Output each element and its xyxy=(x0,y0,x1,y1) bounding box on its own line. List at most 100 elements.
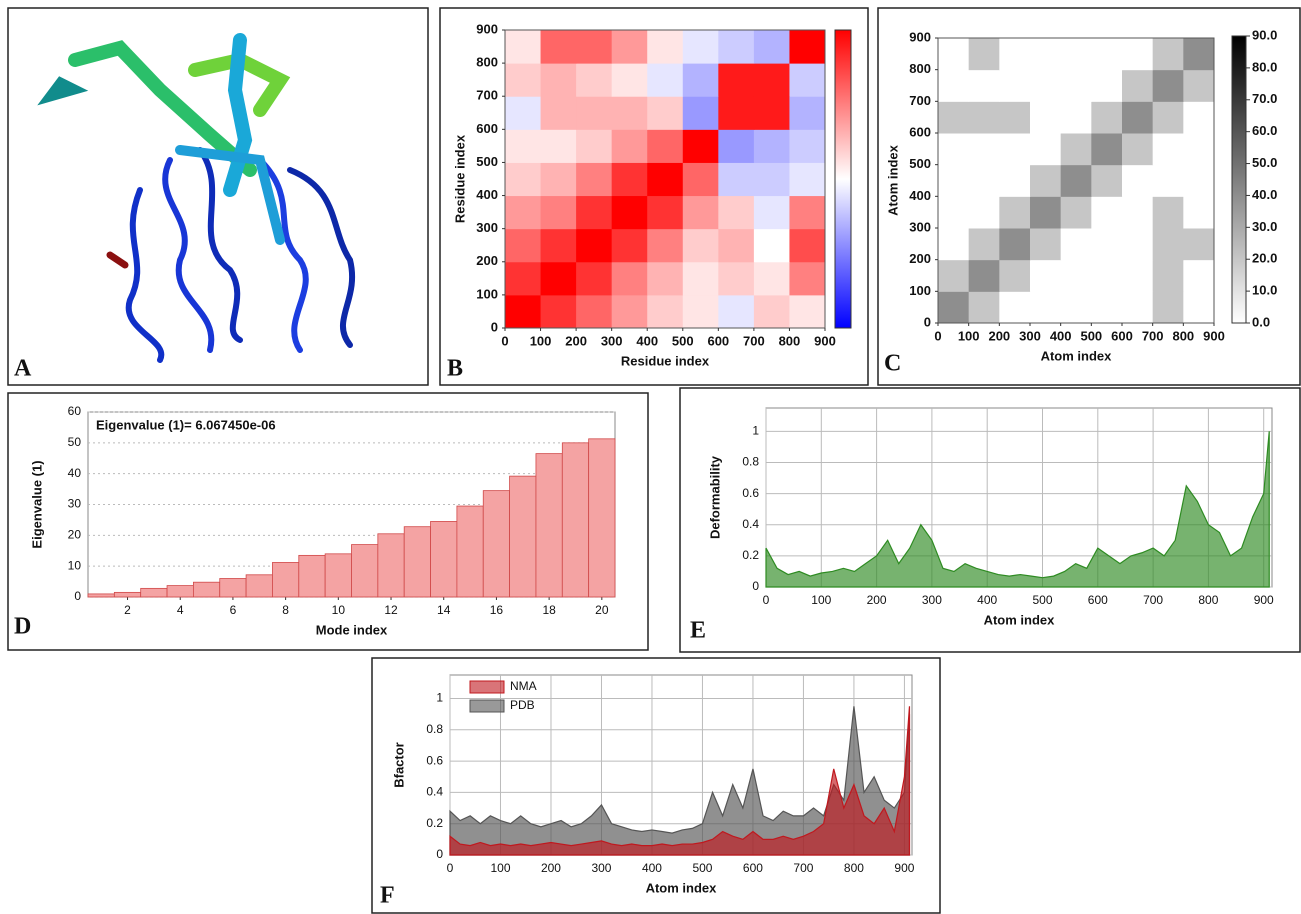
heat-cell xyxy=(576,294,613,329)
panel-label: F xyxy=(380,883,395,909)
heat-cell xyxy=(647,261,684,296)
y-tick-label: 0.6 xyxy=(426,753,443,767)
heat-cell xyxy=(718,195,755,230)
heat-cell xyxy=(938,259,970,292)
x-tick-label: 100 xyxy=(958,328,980,343)
heat-cell xyxy=(1060,101,1092,134)
heat-cell xyxy=(789,96,826,130)
heat-cell xyxy=(505,162,542,197)
y-tick-label: 50 xyxy=(68,435,82,449)
heat-cell xyxy=(1030,133,1062,166)
heat-cell xyxy=(576,96,613,130)
x-tick-label: 300 xyxy=(601,333,623,348)
heat-cell xyxy=(938,133,970,166)
area xyxy=(765,431,1270,588)
y-axis-label: Residue index xyxy=(452,134,467,223)
bar xyxy=(87,593,115,598)
y-tick-label: 60 xyxy=(68,404,82,418)
heat-cell xyxy=(753,162,790,197)
heat-cell xyxy=(576,261,613,296)
panel-frame xyxy=(877,7,1301,386)
colorbar-tick-label: 70.0 xyxy=(1252,91,1277,106)
heat-cell xyxy=(1152,228,1184,261)
y-axis-label: Atom index xyxy=(885,144,900,216)
heat-cell xyxy=(576,228,613,263)
x-tick-label: 300 xyxy=(591,861,611,875)
heat-cell xyxy=(1183,38,1215,71)
panel-label: A xyxy=(14,356,32,382)
x-tick-label: 700 xyxy=(1143,593,1163,607)
bar xyxy=(166,585,194,598)
heat-cell xyxy=(682,63,719,97)
bar xyxy=(377,533,405,598)
bar xyxy=(192,581,221,598)
heat-cell xyxy=(1091,228,1123,261)
y-tick-label: 20 xyxy=(68,528,82,542)
x-tick-label: 4 xyxy=(177,603,184,617)
x-tick-label: 900 xyxy=(1203,328,1225,343)
x-tick-label: 0 xyxy=(763,593,770,607)
legend-swatch xyxy=(469,699,505,713)
bar xyxy=(430,521,458,598)
heat-cell xyxy=(505,96,542,130)
x-tick-label: 600 xyxy=(743,861,763,875)
x-tick-label: 0 xyxy=(501,333,508,348)
heat-cell xyxy=(789,261,826,296)
heat-cell xyxy=(999,259,1031,292)
heat-cell xyxy=(718,228,755,263)
panel-label: D xyxy=(14,614,31,640)
x-axis-label: Residue index xyxy=(621,353,710,368)
x-tick-label: 8 xyxy=(282,603,289,617)
y-tick-label: 800 xyxy=(476,55,498,70)
x-tick-label: 18 xyxy=(542,603,556,617)
heat-cell xyxy=(1030,38,1062,71)
helix xyxy=(68,40,257,177)
heat-cell xyxy=(1091,38,1123,71)
bar xyxy=(351,544,379,598)
heat-cell xyxy=(611,30,648,64)
x-tick-label: 300 xyxy=(1019,328,1041,343)
y-tick-label: 900 xyxy=(909,29,931,44)
heat-cell xyxy=(968,228,1000,261)
heat-cell xyxy=(968,164,1000,197)
panel-label: E xyxy=(690,618,706,644)
heat-cell xyxy=(753,63,790,97)
legend-label: NMA xyxy=(510,679,537,693)
x-tick-label: 6 xyxy=(230,603,237,617)
heat-cell xyxy=(1030,196,1062,229)
colorbar-tick-label: 90.0 xyxy=(1252,27,1277,42)
y-tick-label: 0 xyxy=(924,314,931,329)
heat-cell xyxy=(505,129,542,163)
y-tick-label: 300 xyxy=(909,219,931,234)
heat-cell xyxy=(1030,164,1062,197)
heat-cell xyxy=(789,294,826,329)
annotation: Eigenvalue (1)= 6.067450e-06 xyxy=(96,417,276,432)
heat-cell xyxy=(999,164,1031,197)
x-tick-label: 900 xyxy=(1254,593,1274,607)
heat-cell xyxy=(1091,196,1123,229)
heat-cell xyxy=(611,162,648,197)
x-tick-label: 400 xyxy=(642,861,662,875)
heat-cell xyxy=(999,101,1031,134)
heat-cell xyxy=(789,129,826,163)
heat-cell xyxy=(968,101,1000,134)
heat-cell xyxy=(682,162,719,197)
x-tick-label: 600 xyxy=(707,333,729,348)
x-tick-label: 600 xyxy=(1088,593,1108,607)
heat-cell xyxy=(1122,133,1154,166)
coil xyxy=(287,167,356,348)
helix xyxy=(175,145,285,245)
heat-cell xyxy=(647,228,684,263)
y-axis-label: Eigenvalue (1) xyxy=(29,460,44,548)
heat-cell xyxy=(999,196,1031,229)
heat-cell xyxy=(938,38,970,71)
x-tick-label: 14 xyxy=(437,603,451,617)
heat-cell xyxy=(718,129,755,163)
heat-cell xyxy=(1122,38,1154,71)
y-axis-label: Bfactor xyxy=(391,742,406,788)
panel-frame xyxy=(371,657,941,914)
panel-frame xyxy=(7,7,429,386)
coil xyxy=(125,187,165,363)
x-tick-label: 2 xyxy=(124,603,131,617)
heat-cell xyxy=(1122,259,1154,292)
